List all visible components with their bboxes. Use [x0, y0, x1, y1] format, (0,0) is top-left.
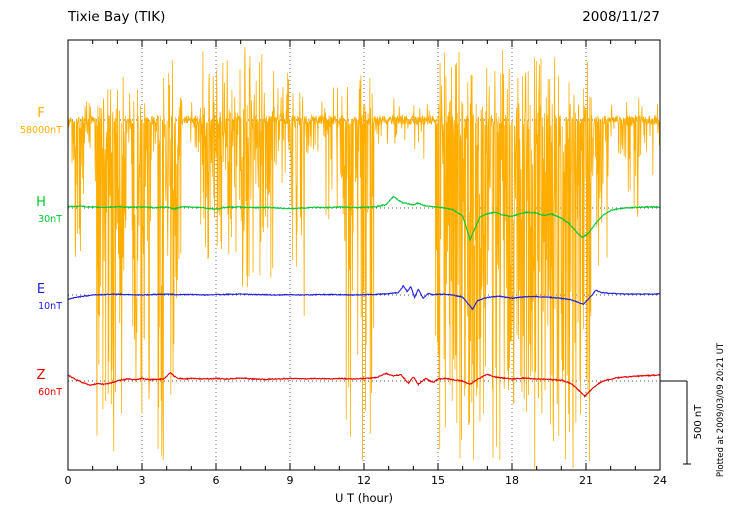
x-tick-label-6: 6 — [213, 474, 220, 487]
series-E-baseline-label: 10nT — [38, 301, 62, 312]
series-trace-E — [67, 284, 661, 310]
series-labels: F 58000nT H 30nT E 10nT Z 60nT — [20, 106, 62, 398]
series-Z-baseline-label: 60nT — [38, 387, 62, 398]
x-tick-label-21: 21 — [579, 474, 593, 487]
plotted-at-note: Plotted at 2009/03/09 20:21 UT — [716, 342, 726, 477]
x-tick-label-24: 24 — [653, 474, 667, 487]
scale-bar: 500 nT — [660, 380, 704, 465]
x-tick-label-9: 9 — [287, 474, 294, 487]
series-trace-Z — [67, 372, 661, 398]
series-Z-label: Z — [37, 368, 46, 383]
date-label: 2008/11/27 — [582, 9, 660, 25]
series-E-label: E — [37, 282, 45, 297]
series-F-baseline-label: 58000nT — [20, 125, 62, 136]
x-tick-label-15: 15 — [431, 474, 445, 487]
x-tick-label-12: 12 — [357, 474, 371, 487]
x-tick-label-18: 18 — [505, 474, 519, 487]
series-trace-F — [67, 46, 661, 469]
series-H-baseline-label: 30nT — [38, 214, 62, 225]
series-layer — [67, 46, 661, 469]
x-tick-label-0: 0 — [65, 474, 72, 487]
x-axis-label: U T (hour) — [335, 491, 393, 505]
scale-bar-label: 500 nT — [693, 404, 704, 440]
series-F-label: F — [37, 106, 44, 121]
series-trace-H — [67, 195, 661, 242]
station-title: Tixie Bay (TIK) — [67, 9, 165, 25]
frame-layer: 0 3 6 9 12 15 18 21 24 — [65, 39, 667, 487]
x-tick-label-3: 3 — [139, 474, 146, 487]
series-H-label: H — [36, 195, 46, 210]
